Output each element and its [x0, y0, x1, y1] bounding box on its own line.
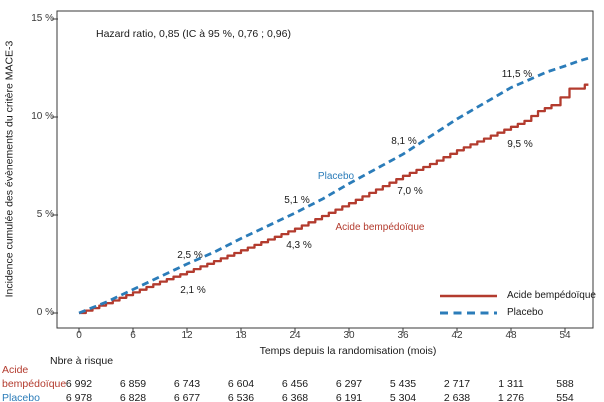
- risk-value: 6 992: [65, 378, 93, 390]
- risk-value: 588: [556, 378, 574, 390]
- y-axis-title: Incidence cumulée des évènements du crit…: [3, 40, 16, 298]
- risk-value: 6 297: [335, 378, 363, 390]
- x-tick-label: 12: [181, 330, 193, 341]
- legend-label-acide-bempedoique: Acide bempédoïque: [507, 290, 596, 301]
- curve-annotation: 9,5 %: [507, 139, 533, 150]
- risk-value: 5 304: [389, 392, 417, 402]
- series-curve-placebo: [78, 56, 589, 315]
- x-tick-label: 30: [343, 330, 355, 341]
- y-tick-label: 10 %: [31, 111, 54, 122]
- legend-label-placebo: Placebo: [507, 307, 544, 318]
- x-tick-label: 18: [235, 330, 247, 341]
- y-tick-label: 5 %: [36, 209, 54, 220]
- curve-annotation: Placebo: [317, 171, 355, 182]
- y-tick-label: 0 %: [36, 307, 54, 318]
- risk-value: 2 638: [443, 392, 471, 402]
- risk-value: 6 368: [281, 392, 309, 402]
- risk-value: 6 456: [281, 378, 309, 390]
- risk-table-header: Nbre à risque: [50, 355, 114, 367]
- risk-row-label: Acide: [2, 364, 29, 376]
- x-tick-label: 24: [289, 330, 301, 341]
- risk-value: 6 978: [65, 392, 93, 402]
- x-tick-label: 6: [130, 330, 136, 341]
- curve-annotation: 5,1 %: [284, 195, 310, 206]
- curve-annotation: 2,1 %: [180, 285, 206, 296]
- risk-value: 6 859: [119, 378, 147, 390]
- x-tick-label: 54: [559, 330, 571, 341]
- risk-value: 2 717: [443, 378, 471, 390]
- series-curve-acide-bempedoique: [79, 83, 589, 315]
- curve-annotation: 4,3 %: [286, 240, 312, 251]
- risk-value: 6 743: [173, 378, 201, 390]
- risk-value: 5 435: [389, 378, 417, 390]
- curve-annotation: 11,5 %: [501, 69, 533, 80]
- curve-annotation: 8,1 %: [391, 136, 417, 147]
- risk-value: 6 677: [173, 392, 201, 402]
- risk-row-label: bempédoïque: [2, 378, 67, 390]
- curve-annotation: 7,0 %: [397, 186, 423, 197]
- risk-value: 1 311: [498, 378, 524, 390]
- plot-border: [56, 10, 594, 329]
- risk-value: 6 536: [227, 392, 255, 402]
- risk-value: 6 191: [335, 392, 363, 402]
- curve-annotation: 2,5 %: [177, 250, 203, 261]
- x-tick-label: 42: [451, 330, 463, 341]
- risk-row-label: Placebo: [2, 392, 40, 402]
- x-axis-title: Temps depuis la randomisation (mois): [259, 345, 437, 357]
- risk-value: 554: [556, 392, 574, 402]
- y-tick-label: 15 %: [31, 13, 54, 24]
- risk-value: 6 604: [227, 378, 255, 390]
- x-tick-label: 48: [505, 330, 517, 341]
- risk-value: 6 828: [119, 392, 147, 402]
- curve-annotation: Acide bempédoïque: [335, 222, 425, 233]
- x-tick-label: 0: [76, 330, 82, 341]
- hazard-ratio-annotation: Hazard ratio, 0,85 (IC à 95 %, 0,76 ; 0,…: [96, 28, 291, 40]
- x-tick-label: 36: [397, 330, 409, 341]
- risk-value: 1 276: [497, 392, 525, 402]
